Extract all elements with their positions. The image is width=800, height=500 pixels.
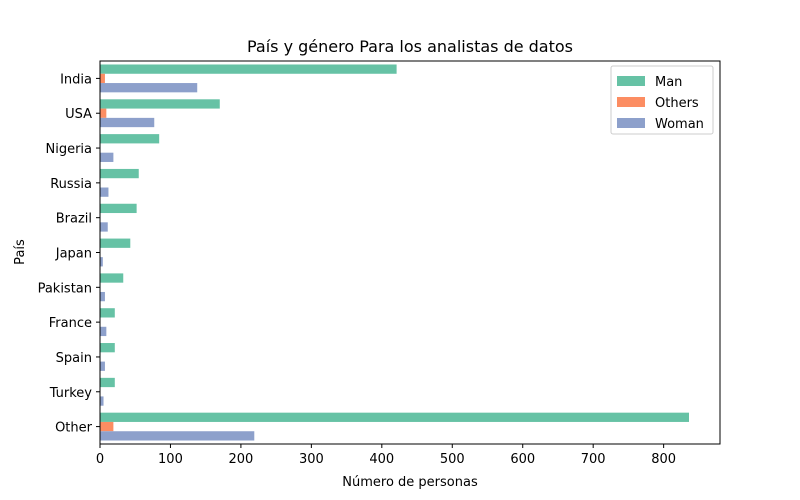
y-tick-label: Pakistan xyxy=(38,281,92,296)
bar-spain-man xyxy=(100,343,115,353)
y-tick-label: USA xyxy=(65,107,92,122)
bar-spain-woman xyxy=(100,361,105,371)
legend: Man Others Woman xyxy=(610,65,714,135)
x-tick-label: 600 xyxy=(510,452,535,467)
x-tick-label: 800 xyxy=(651,452,676,467)
chart-title: País y género Para los analistas de dato… xyxy=(247,37,573,56)
bar-japan-man xyxy=(100,238,131,248)
x-tick-label: 200 xyxy=(228,452,253,467)
bar-france-woman xyxy=(100,326,107,337)
x-tick-label: 500 xyxy=(440,452,465,467)
bar-pakistan-man xyxy=(100,273,124,283)
legend-label-man: Man xyxy=(655,75,682,90)
bar-nigeria-man xyxy=(100,134,160,144)
y-tick-label: Japan xyxy=(55,247,92,262)
bar-russia-man xyxy=(100,168,139,179)
bar-turkey-man xyxy=(100,377,115,388)
legend-label-others: Others xyxy=(655,96,699,111)
x-axis: 0 100 200 300 400 500 600 700 800 xyxy=(96,444,676,467)
x-tick-label: 0 xyxy=(96,452,104,467)
bar-nigeria-woman xyxy=(100,152,114,162)
x-tick-label: 400 xyxy=(369,452,394,467)
bar-japan-woman xyxy=(100,257,103,267)
bar-france-man xyxy=(100,308,115,318)
bar-india-man xyxy=(100,64,397,74)
bar-india-woman xyxy=(100,83,198,93)
bar-india-others xyxy=(100,73,105,84)
y-tick-label: France xyxy=(49,316,92,331)
y-tick-label: Other xyxy=(55,421,93,436)
y-tick-label: Russia xyxy=(50,177,92,192)
bar-other-woman xyxy=(100,431,255,441)
bar-usa-others xyxy=(100,108,107,118)
bar-other-man xyxy=(100,412,689,422)
bar-other-others xyxy=(100,421,114,432)
x-tick-label: 300 xyxy=(299,452,324,467)
x-tick-label: 100 xyxy=(158,452,183,467)
y-axis-label: País xyxy=(13,239,28,265)
y-tick-label: India xyxy=(60,72,92,87)
bar-usa-man xyxy=(100,99,220,109)
y-tick-label: Spain xyxy=(56,351,92,366)
bar-pakistan-woman xyxy=(100,291,105,302)
y-tick-label: Nigeria xyxy=(45,142,92,157)
x-tick-label: 700 xyxy=(581,452,606,467)
bar-brazil-woman xyxy=(100,222,108,232)
y-tick-label: Brazil xyxy=(56,212,92,227)
legend-swatch-woman xyxy=(617,118,645,128)
y-axis: India USA Nigeria Russia Brazil Japan Pakistan… xyxy=(38,72,100,436)
bar-usa-woman xyxy=(100,117,155,128)
bar-turkey-woman xyxy=(100,396,104,406)
legend-label-woman: Woman xyxy=(655,117,704,132)
legend-swatch-man xyxy=(617,76,645,86)
legend-swatch-others xyxy=(617,97,645,107)
y-tick-label: Turkey xyxy=(49,386,93,401)
bar-russia-woman xyxy=(100,187,109,197)
x-axis-label: Número de personas xyxy=(342,475,478,490)
bars-layer xyxy=(100,64,689,441)
bar-brazil-man xyxy=(100,203,137,214)
